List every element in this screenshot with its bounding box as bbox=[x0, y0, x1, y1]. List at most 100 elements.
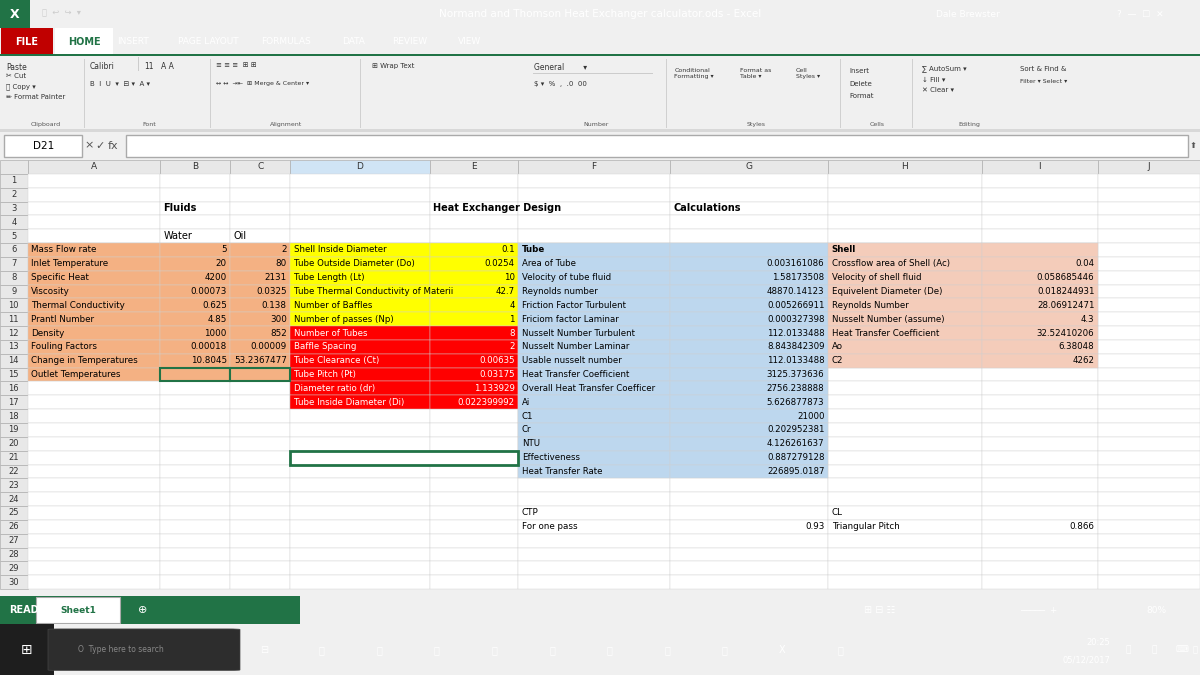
Text: ⧉: ⧉ bbox=[319, 645, 324, 655]
Text: ?  —  ☐  ✕: ? — ☐ ✕ bbox=[1117, 9, 1164, 19]
Bar bbox=[430, 354, 518, 368]
Bar bbox=[518, 285, 670, 298]
Text: 18: 18 bbox=[8, 412, 19, 421]
Bar bbox=[982, 326, 1098, 340]
Bar bbox=[160, 326, 230, 340]
Bar bbox=[0, 128, 1200, 132]
Bar bbox=[160, 257, 230, 271]
Bar bbox=[230, 215, 290, 230]
Bar bbox=[160, 285, 230, 298]
Bar bbox=[0, 547, 28, 562]
Bar bbox=[1098, 575, 1200, 589]
Text: 0.022399992: 0.022399992 bbox=[457, 398, 515, 407]
Text: 🔊: 🔊 bbox=[1126, 645, 1130, 654]
Text: ⊞: ⊞ bbox=[20, 643, 32, 657]
Bar bbox=[290, 257, 430, 271]
Bar bbox=[290, 202, 430, 215]
Bar bbox=[230, 188, 290, 202]
Text: 2: 2 bbox=[11, 190, 17, 199]
Bar bbox=[160, 174, 230, 188]
Text: Triangular Pitch: Triangular Pitch bbox=[832, 522, 899, 531]
Bar bbox=[430, 396, 518, 409]
Bar bbox=[828, 202, 982, 215]
Bar bbox=[1098, 326, 1200, 340]
Text: Water: Water bbox=[163, 231, 192, 241]
Bar bbox=[0, 396, 28, 409]
Text: Baffle Spacing: Baffle Spacing bbox=[294, 342, 356, 352]
Bar bbox=[28, 534, 160, 547]
Text: 📁: 📁 bbox=[434, 645, 439, 655]
Bar bbox=[982, 464, 1098, 479]
Text: 13: 13 bbox=[8, 342, 19, 352]
Bar bbox=[1098, 451, 1200, 464]
Bar bbox=[430, 547, 518, 562]
Bar bbox=[160, 409, 230, 423]
Bar bbox=[0, 464, 28, 479]
Bar bbox=[430, 340, 518, 354]
Text: 0.0254: 0.0254 bbox=[485, 259, 515, 268]
Bar bbox=[230, 285, 290, 298]
Text: C: C bbox=[257, 163, 264, 171]
Text: 21: 21 bbox=[8, 453, 19, 462]
Text: Equivelent Diameter (De): Equivelent Diameter (De) bbox=[832, 287, 942, 296]
Bar bbox=[430, 396, 518, 409]
Bar bbox=[982, 479, 1098, 492]
Text: FILE: FILE bbox=[14, 36, 38, 47]
Bar bbox=[28, 313, 160, 326]
Bar bbox=[290, 575, 430, 589]
Bar bbox=[1098, 409, 1200, 423]
Bar bbox=[670, 479, 828, 492]
Bar bbox=[518, 381, 670, 396]
Bar bbox=[518, 188, 670, 202]
Bar bbox=[670, 285, 828, 298]
Bar bbox=[670, 368, 828, 381]
Bar bbox=[28, 188, 160, 202]
Bar bbox=[982, 271, 1098, 285]
Text: Ai: Ai bbox=[522, 398, 530, 407]
Bar bbox=[670, 326, 828, 340]
Bar bbox=[230, 354, 290, 368]
Bar bbox=[1098, 368, 1200, 381]
Text: 16: 16 bbox=[8, 384, 19, 393]
Text: 852: 852 bbox=[270, 329, 287, 338]
Bar bbox=[430, 520, 518, 534]
Text: Number of Baffles: Number of Baffles bbox=[294, 301, 372, 310]
Text: 32.52410206: 32.52410206 bbox=[1037, 329, 1094, 338]
Bar bbox=[290, 271, 430, 285]
Bar bbox=[28, 506, 160, 520]
Text: 300: 300 bbox=[270, 315, 287, 324]
Text: 22: 22 bbox=[8, 467, 19, 476]
Bar bbox=[982, 534, 1098, 547]
Bar bbox=[670, 257, 828, 271]
Bar bbox=[0, 520, 28, 534]
Text: ↔ ↔  ⇥⇤  ⊞ Merge & Center ▾: ↔ ↔ ⇥⇤ ⊞ Merge & Center ▾ bbox=[216, 81, 310, 86]
Text: Calculations: Calculations bbox=[673, 203, 740, 213]
Text: 5.626877873: 5.626877873 bbox=[767, 398, 824, 407]
Bar bbox=[518, 423, 670, 437]
Bar bbox=[28, 215, 160, 230]
Bar bbox=[828, 313, 982, 326]
Bar bbox=[982, 409, 1098, 423]
Text: ✂ Cut: ✂ Cut bbox=[6, 74, 26, 80]
Bar bbox=[430, 285, 518, 298]
Text: D21: D21 bbox=[32, 141, 54, 151]
Bar bbox=[28, 409, 160, 423]
Text: CL: CL bbox=[832, 508, 842, 518]
Bar bbox=[160, 506, 230, 520]
Bar bbox=[518, 396, 670, 409]
Bar bbox=[230, 243, 290, 257]
Bar bbox=[518, 520, 670, 534]
Bar bbox=[290, 230, 430, 243]
Bar bbox=[982, 285, 1098, 298]
Bar bbox=[290, 534, 430, 547]
Bar bbox=[0, 479, 28, 492]
Bar bbox=[0, 271, 28, 285]
Bar bbox=[982, 368, 1098, 381]
Bar bbox=[230, 368, 290, 381]
Bar bbox=[28, 437, 160, 451]
Text: Clipboard: Clipboard bbox=[30, 122, 61, 127]
Text: DATA: DATA bbox=[342, 37, 365, 46]
Text: 7: 7 bbox=[11, 259, 17, 268]
Text: REVIEW: REVIEW bbox=[392, 37, 427, 46]
Bar bbox=[828, 437, 982, 451]
